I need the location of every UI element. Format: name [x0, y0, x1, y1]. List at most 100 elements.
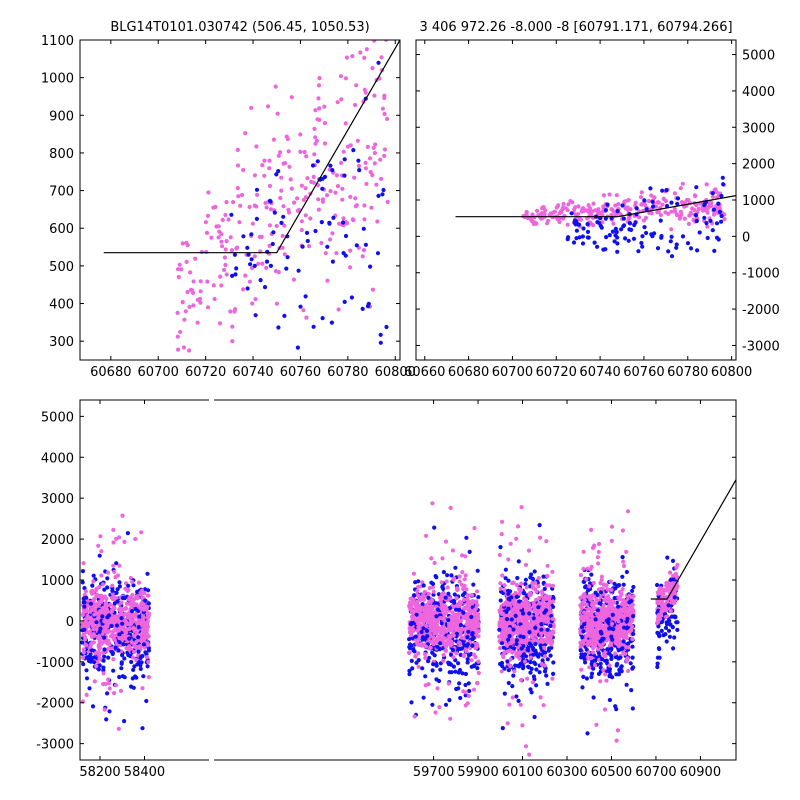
- data-point-blue: [249, 232, 254, 237]
- data-point-pink: [353, 102, 358, 108]
- data-point-pink: [212, 296, 217, 302]
- data-point-blue: [412, 649, 417, 654]
- data-point-pink: [96, 601, 101, 606]
- data-point-blue: [612, 581, 617, 586]
- data-point-pink: [522, 627, 527, 632]
- data-point-blue: [597, 601, 602, 606]
- data-point-pink: [279, 175, 284, 180]
- data-point-pink: [625, 509, 631, 514]
- data-point-pink: [209, 235, 214, 240]
- data-point-blue: [517, 664, 522, 669]
- x-tick-label: 60680: [448, 365, 489, 380]
- data-point-blue: [475, 568, 480, 573]
- data-point-pink: [334, 173, 339, 178]
- data-point-blue: [534, 667, 539, 672]
- data-point-pink: [100, 650, 105, 655]
- data-point-blue: [615, 209, 620, 214]
- data-point-blue: [146, 588, 151, 593]
- data-point-pink: [279, 188, 284, 193]
- data-point-pink: [587, 584, 592, 589]
- data-point-pink: [111, 636, 116, 642]
- data-point-pink: [98, 534, 103, 539]
- data-point-pink: [586, 656, 591, 661]
- data-point-pink: [426, 619, 431, 624]
- data-point-pink: [660, 202, 665, 207]
- data-point-pink: [289, 95, 294, 100]
- data-point-blue: [111, 668, 116, 673]
- data-point-pink: [616, 619, 621, 624]
- data-point-blue: [145, 571, 150, 576]
- data-point-blue: [604, 658, 609, 663]
- data-point-blue: [272, 210, 277, 215]
- data-point-pink: [600, 617, 606, 623]
- data-point-pink: [348, 143, 353, 148]
- data-point-blue: [527, 630, 532, 635]
- data-point-blue: [721, 182, 726, 187]
- data-point-blue: [702, 215, 707, 220]
- data-point-pink: [523, 744, 529, 749]
- data-point-pink: [501, 655, 506, 660]
- data-point-pink: [680, 181, 685, 186]
- data-point-blue: [453, 565, 458, 570]
- data-point-pink: [291, 277, 296, 282]
- data-point-blue: [384, 324, 389, 330]
- data-point-blue: [246, 252, 251, 257]
- data-point-blue: [694, 185, 699, 190]
- data-point-pink: [671, 573, 676, 578]
- data-point-pink: [127, 595, 132, 600]
- data-point-pink: [415, 588, 420, 594]
- data-point-pink: [271, 137, 276, 142]
- data-point-blue: [456, 661, 461, 666]
- data-point-pink: [525, 676, 530, 681]
- data-point-blue: [596, 651, 602, 656]
- data-point-pink: [438, 599, 443, 604]
- data-point-blue: [533, 641, 538, 647]
- data-point-blue: [101, 668, 106, 673]
- data-point-blue: [584, 676, 590, 681]
- data-point-pink: [139, 530, 144, 535]
- data-point-pink: [120, 513, 125, 518]
- data-point-blue: [122, 675, 127, 680]
- data-point-pink: [190, 288, 195, 293]
- data-point-blue: [536, 605, 541, 610]
- y-tick-label: 500: [49, 260, 74, 275]
- data-point-pink: [441, 591, 446, 596]
- data-point-pink: [184, 259, 189, 264]
- data-point-blue: [311, 324, 316, 329]
- data-point-pink: [439, 602, 444, 607]
- data-point-blue: [629, 227, 634, 232]
- data-point-pink: [613, 615, 618, 620]
- data-point-pink: [690, 206, 695, 211]
- data-point-blue: [144, 698, 149, 704]
- data-point-blue: [644, 207, 649, 212]
- data-point-pink: [344, 55, 349, 60]
- data-point-pink: [626, 668, 631, 674]
- data-point-pink: [205, 305, 211, 310]
- data-point-pink: [229, 248, 234, 253]
- data-point-pink: [334, 251, 339, 256]
- data-point-pink: [625, 606, 631, 611]
- data-point-pink: [105, 570, 111, 575]
- data-point-pink: [140, 595, 145, 600]
- data-point-pink: [589, 527, 594, 533]
- x-tick-label: 60800: [711, 365, 752, 380]
- data-point-blue: [517, 599, 522, 604]
- data-point-blue: [412, 593, 417, 598]
- data-point-pink: [146, 611, 151, 616]
- data-point-blue: [81, 596, 86, 601]
- data-point-blue: [252, 263, 257, 268]
- data-point-blue: [241, 234, 246, 239]
- data-point-pink: [530, 634, 535, 639]
- data-point-pink: [122, 617, 127, 622]
- data-point-pink: [260, 261, 265, 266]
- data-point-blue: [530, 576, 536, 582]
- data-point-pink: [362, 203, 367, 208]
- data-point-blue: [136, 625, 141, 630]
- data-point-pink: [582, 592, 587, 597]
- data-point-pink: [630, 637, 635, 642]
- data-point-pink: [542, 639, 547, 644]
- data-point-blue: [719, 193, 724, 199]
- data-point-pink: [198, 300, 203, 305]
- data-point-pink: [592, 638, 597, 643]
- data-point-pink: [499, 611, 505, 617]
